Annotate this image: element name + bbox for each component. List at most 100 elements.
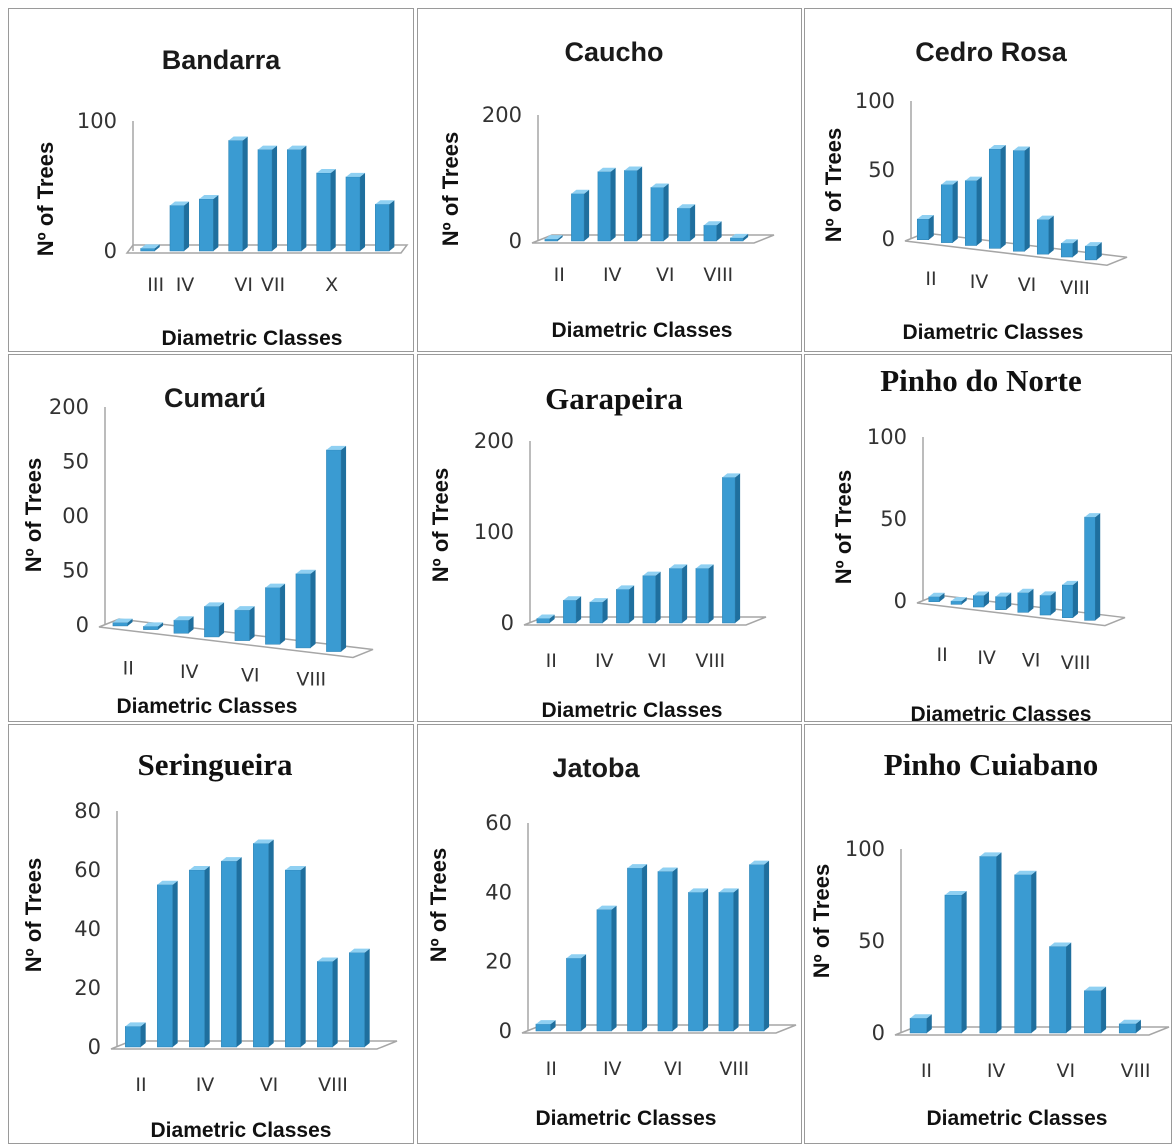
- x-tick-label: IV: [595, 650, 614, 672]
- chart-floor: [98, 618, 374, 659]
- bar-front: [1062, 584, 1074, 618]
- bar: [1017, 588, 1034, 613]
- chart-panel-6: Pinho do Norte Nº of Trees Diametric Class…: [804, 354, 1172, 722]
- x-axis-label: Diametric Classes: [162, 327, 343, 350]
- bar: [909, 1014, 932, 1034]
- bar-top: [1084, 986, 1107, 991]
- bar-side: [983, 591, 989, 608]
- bar-front: [169, 205, 185, 252]
- bar: [125, 1022, 146, 1048]
- x-tick-label: VIII: [719, 1058, 749, 1080]
- bar-front: [265, 587, 281, 645]
- bar: [143, 622, 164, 630]
- bar-side: [576, 596, 582, 623]
- y-tick-label: 60: [485, 811, 512, 835]
- y-tick-label: 50: [858, 929, 885, 953]
- bar-top: [544, 235, 563, 240]
- bar: [657, 867, 678, 1032]
- bar: [669, 564, 688, 624]
- bar-top: [253, 839, 274, 844]
- bar-side: [1095, 513, 1101, 621]
- bar-front: [909, 1018, 928, 1034]
- bar-top: [910, 1014, 932, 1019]
- bar-side: [1024, 146, 1030, 252]
- bar-top: [1014, 870, 1037, 875]
- bar-front: [287, 149, 302, 252]
- bar-front: [253, 843, 269, 1048]
- x-tick-label: VII: [261, 274, 285, 296]
- bar-side: [952, 180, 958, 243]
- bar-front: [964, 180, 978, 246]
- y-tick-label: 0: [509, 229, 522, 253]
- x-tick-label: IV: [977, 647, 996, 669]
- bar-side: [364, 948, 370, 1047]
- bar-top: [1017, 588, 1034, 593]
- bar: [544, 235, 563, 242]
- bar: [703, 221, 722, 242]
- bar-front: [596, 909, 612, 1032]
- bar-front: [944, 894, 962, 1034]
- bar: [563, 596, 582, 624]
- bar-side: [690, 204, 696, 241]
- chart-floor: [531, 234, 775, 244]
- x-axis-label: Diametric Classes: [552, 319, 733, 342]
- bar-side: [301, 145, 307, 251]
- bar-front: [199, 198, 214, 252]
- bar-top: [112, 618, 133, 623]
- bar-side: [204, 866, 210, 1047]
- bar-front: [1118, 1023, 1137, 1034]
- bar: [295, 569, 316, 649]
- y-tick-label: 100: [77, 109, 117, 133]
- bar-side: [961, 597, 967, 605]
- y-tick-label: 50: [880, 507, 907, 531]
- bar-top: [1119, 1019, 1141, 1024]
- bar-side: [140, 1022, 146, 1047]
- bar-side: [213, 195, 219, 251]
- chart-title: Cedro Rosa: [915, 37, 1068, 67]
- bar-front: [973, 595, 985, 608]
- bar-front: [1014, 874, 1032, 1034]
- chart-title: Seringueira: [138, 747, 293, 782]
- x-tick-label: VI: [648, 650, 667, 672]
- bar: [1060, 239, 1078, 258]
- bar-top: [703, 221, 722, 226]
- x-tick-label: VI: [1018, 274, 1037, 296]
- bar-side: [716, 221, 722, 241]
- bar: [326, 445, 347, 652]
- bar: [722, 473, 741, 624]
- bar-side: [682, 564, 688, 623]
- bar-front: [228, 140, 243, 252]
- x-tick-label: VI: [241, 665, 260, 687]
- bar-side: [1006, 592, 1012, 610]
- chart-svg: Jatoba Nº of Trees Diametric Classes 0 20 40 6…: [426, 753, 797, 1130]
- bar: [1014, 870, 1037, 1034]
- bar-side: [127, 618, 133, 626]
- y-axis-label: Nº of Trees: [21, 458, 46, 572]
- y-tick-label: 0: [76, 613, 89, 637]
- bar-top: [143, 622, 164, 627]
- bar-front: [722, 477, 736, 624]
- y-tick-label: 40: [74, 917, 101, 941]
- bar-front: [695, 568, 709, 624]
- bar-side: [360, 172, 366, 251]
- y-tick-label: 200: [482, 103, 522, 127]
- chart-panel-5: Garapeira Nº of Trees Diametric Classes 0 10…: [417, 354, 802, 722]
- y-tick-label: 40: [485, 880, 512, 904]
- bar: [688, 888, 709, 1032]
- bar-top: [695, 564, 714, 569]
- bar-side: [158, 622, 164, 630]
- x-tick-label: II: [937, 644, 948, 666]
- chart-svg: Cumarú Nº of Trees Diametric Classes 0 50 00 5…: [21, 383, 374, 718]
- bar-top: [345, 172, 366, 177]
- bar-front: [642, 575, 656, 624]
- bar: [157, 880, 178, 1048]
- y-tick-label: 00: [62, 504, 89, 528]
- y-axis-label: Nº of Trees: [426, 848, 451, 962]
- bar-front: [624, 170, 638, 242]
- bar-top: [189, 866, 210, 870]
- bar-front: [173, 619, 189, 634]
- chart-svg: Pinho Cuiabano Nº of Trees Diametric Class…: [809, 747, 1170, 1130]
- bar-front: [916, 218, 930, 240]
- y-tick-label: 20: [74, 976, 101, 1000]
